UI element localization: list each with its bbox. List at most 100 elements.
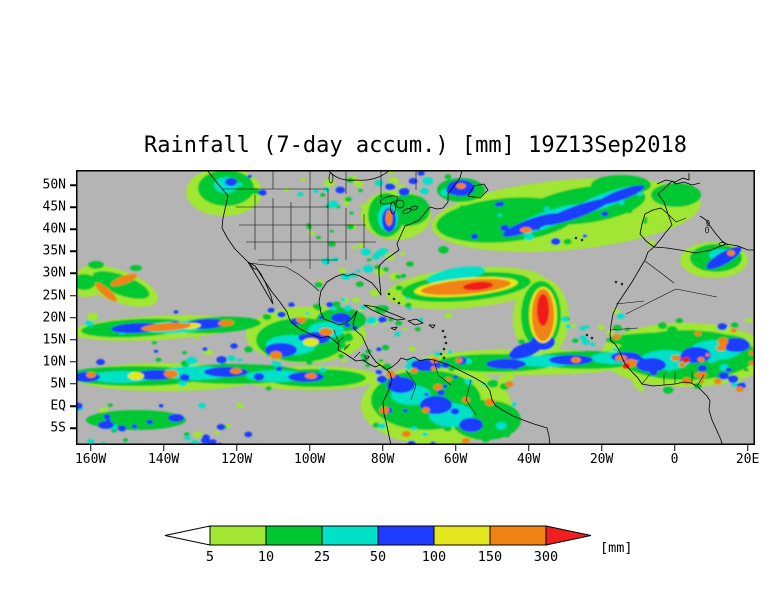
x-tick-label: 0 [670,452,679,467]
precip-blob [518,339,526,345]
precip-blob [357,242,365,248]
precip-blob [487,379,499,388]
precip-blob [550,238,561,245]
precip-blob [360,248,371,256]
precip-blob [366,258,372,262]
map-frame [76,170,755,445]
precip-blob [717,337,729,346]
precip-blob [504,373,515,381]
precip-blob [98,421,114,429]
precip-blob [236,402,244,408]
precip-blob [662,386,674,394]
precip-blob [446,186,457,195]
y-tick-mark [70,294,76,297]
x-tick-label: 140W [147,452,180,467]
precip-blob [443,214,449,218]
precip-blob [344,196,352,202]
precip-blob [743,368,749,372]
precip-blob [404,302,412,308]
precip-blob [360,353,367,358]
precip-blob [597,324,605,330]
precip-blob [681,377,692,385]
precip-blob [518,192,526,198]
precip-blob [625,208,633,214]
precip-blob [422,432,428,437]
precip-blob [352,297,361,304]
precip-blob [693,382,702,389]
precip-blob [332,257,339,262]
precip-blob [237,358,243,362]
precip-blob [378,305,389,313]
precip-blob [745,317,753,323]
precip-blob [643,217,649,221]
precip-blob [511,364,519,370]
precip-blob [76,274,96,290]
precip-blob [359,305,367,310]
precip-blob [663,363,675,371]
precip-blob [218,319,234,327]
precip-blob [270,351,282,359]
precip-blob [378,247,388,255]
precip-blob [442,384,448,389]
precip-blob [331,313,351,323]
colorbar-segment [489,525,547,546]
colorbar-tick-label: 25 [314,549,330,565]
precip-blob [288,302,295,307]
precip-blob [722,338,750,352]
precip-blob [103,414,111,420]
precip-blob [319,328,333,336]
precip-blob [303,338,319,346]
precip-blob [258,189,267,196]
precip-blob [186,356,198,365]
precip-blob [362,265,374,273]
y-tick-mark [70,405,76,407]
coastlines [206,170,755,445]
precip-blob [198,402,206,409]
precipitation-layer [76,170,755,445]
y-tick-mark [70,206,76,208]
colorbar-segment [209,525,267,546]
precip-blob [296,317,306,323]
precip-blob [405,296,410,300]
precip-blob [444,174,452,180]
precip-blob [682,357,690,363]
precip-blob [705,353,710,357]
precip-blob [470,233,479,240]
precip-blob [86,372,96,378]
precip-blob [569,323,576,329]
colorbar-tick-label: 300 [534,549,558,565]
precip-blob [247,174,253,179]
precip-blob [213,430,220,435]
precip-blob [244,431,253,438]
precip-blob [735,386,744,392]
precip-blob [226,423,232,428]
precip-blob [534,225,541,231]
precip-blob [582,234,588,238]
precip-blob [422,177,434,185]
precip-blob [727,250,735,256]
precip-blob [481,436,490,443]
precip-blob [300,177,306,181]
precip-blob [543,198,609,226]
colorbar-tick-label: 50 [370,549,386,565]
coastline-caribbean-islands [363,304,436,331]
precip-blob [343,305,352,311]
precip-blob [748,360,755,366]
precip-blob [88,261,104,269]
precip-blob [612,334,621,340]
precip-blob [411,389,416,393]
precip-blob [437,389,445,396]
precip-blob [179,374,190,381]
precip-blob [337,353,344,359]
precip-blob [477,384,488,392]
coastline-europe [639,173,729,248]
precip-blob [406,261,414,267]
precip-blob [433,384,443,391]
precip-blob [378,316,387,323]
precip-blob [385,253,396,261]
precip-blob [666,325,678,334]
precip-blob [637,341,648,350]
precip-blob [313,303,321,309]
precip-blob [494,202,502,207]
precip-blob [694,331,702,336]
